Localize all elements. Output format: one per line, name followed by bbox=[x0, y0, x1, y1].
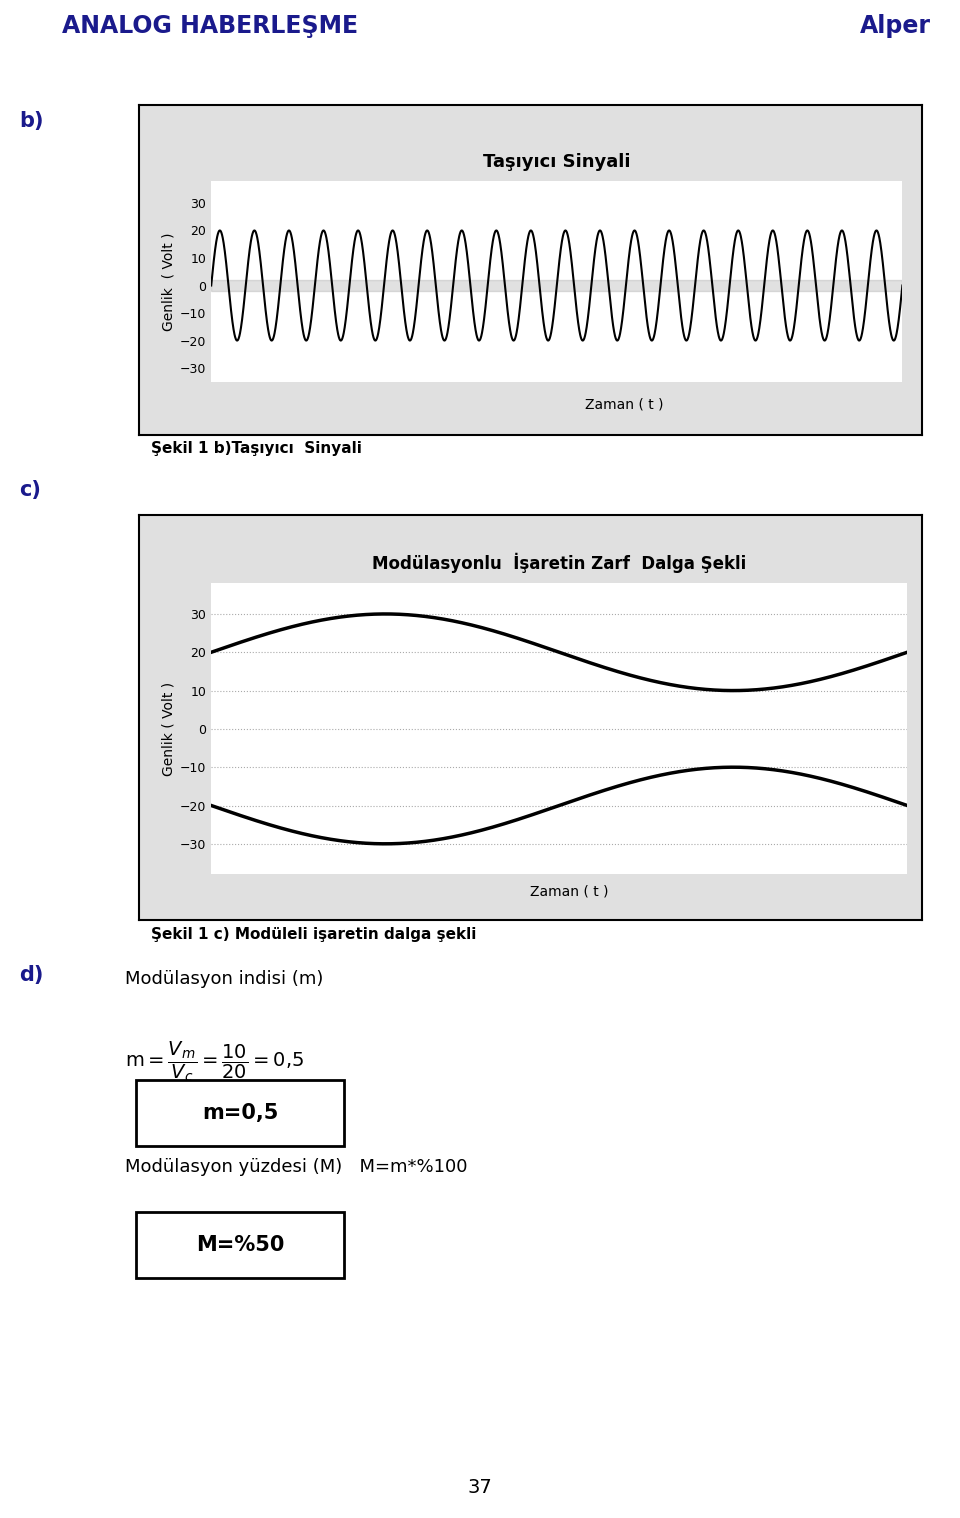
Text: Zaman ( t ): Zaman ( t ) bbox=[530, 885, 609, 899]
Text: ANALOG HABERLEŞME: ANALOG HABERLEŞME bbox=[62, 14, 358, 38]
Text: Alper: Alper bbox=[860, 14, 931, 38]
Text: $\mathrm{m} = \dfrac{V_m}{V_c} = \dfrac{10}{20} = 0{,}5$: $\mathrm{m} = \dfrac{V_m}{V_c} = \dfrac{… bbox=[125, 1040, 303, 1084]
Text: c): c) bbox=[19, 480, 41, 499]
Text: Şekil 1 b)Taşıyıcı  Sinyali: Şekil 1 b)Taşıyıcı Sinyali bbox=[151, 442, 362, 457]
Title: Taşıyıcı Sinyali: Taşıyıcı Sinyali bbox=[483, 153, 631, 172]
FancyBboxPatch shape bbox=[135, 1081, 345, 1146]
Text: d): d) bbox=[19, 965, 43, 985]
Title: Modülasyonlu  İşaretin Zarf  Dalga Şekli: Modülasyonlu İşaretin Zarf Dalga Şekli bbox=[372, 553, 746, 574]
Bar bbox=[211, 279, 902, 291]
Text: Modülasyon yüzdesi (M)   M=m*%100: Modülasyon yüzdesi (M) M=m*%100 bbox=[125, 1158, 468, 1176]
Y-axis label: Genlik ( Volt ): Genlik ( Volt ) bbox=[162, 682, 176, 776]
Text: Modülasyon indisi (m): Modülasyon indisi (m) bbox=[125, 970, 324, 988]
FancyBboxPatch shape bbox=[135, 1213, 345, 1278]
Y-axis label: Genlik  ( Volt ): Genlik ( Volt ) bbox=[162, 232, 176, 331]
Text: Zaman ( t ): Zaman ( t ) bbox=[585, 398, 663, 411]
Text: m=0,5: m=0,5 bbox=[202, 1104, 278, 1123]
Text: Şekil 1 c) Modüleli işaretin dalga şekli: Şekil 1 c) Modüleli işaretin dalga şekli bbox=[151, 926, 476, 941]
Text: b): b) bbox=[19, 111, 44, 131]
Text: 37: 37 bbox=[468, 1479, 492, 1497]
Text: M=%50: M=%50 bbox=[196, 1236, 284, 1255]
